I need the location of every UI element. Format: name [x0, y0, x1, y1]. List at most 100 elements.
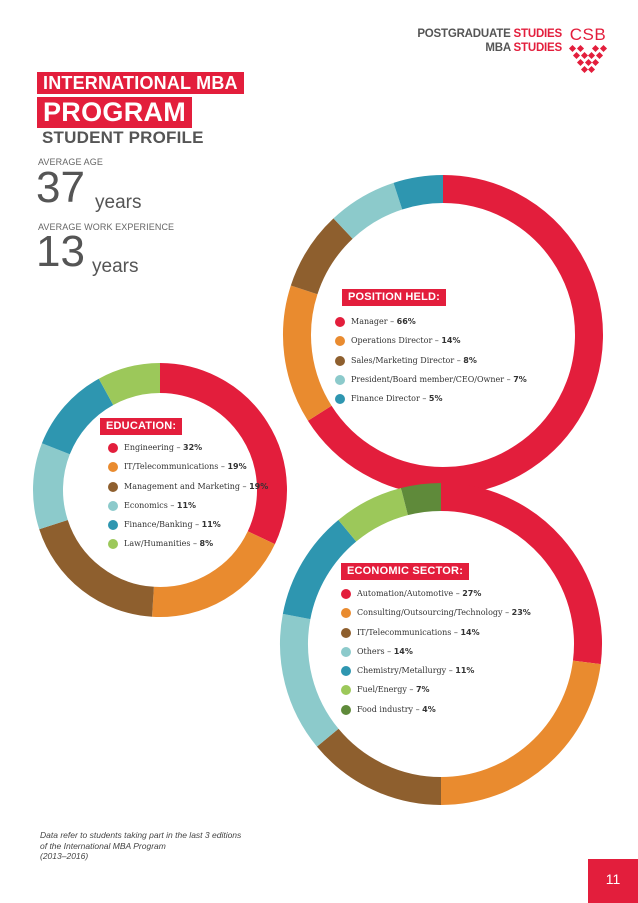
brand-line2-prefix: MBA: [485, 42, 511, 54]
legend-value: 11%: [201, 520, 221, 530]
legend-value: 7%: [415, 685, 430, 695]
legend-item-chemistry-metallurgy: Chemistry/Metallurgy – 11%: [341, 665, 531, 684]
donut-segment-sales-marketing-director: [290, 218, 353, 295]
title-line2: PROGRAM: [37, 97, 193, 128]
donut-segment-chemistry-metallurgy: [282, 519, 357, 620]
legend-swatch: [341, 646, 351, 657]
footnote-line2: of the International MBA Program: [40, 840, 166, 851]
donut-segment-food-industry: [400, 483, 442, 516]
legend-value: 11%: [455, 666, 475, 676]
legend-item-finance-banking: Finance/Banking – 11%: [108, 519, 268, 538]
footnote: Data refer to students taking part in th…: [40, 830, 290, 862]
legend-swatch: [341, 608, 351, 619]
legend-label: Manager –: [351, 317, 397, 326]
average-age-unit: years: [95, 192, 142, 213]
legend-item-others: Others – 14%: [341, 646, 531, 665]
legend-value: 32%: [183, 443, 203, 452]
legend-label: Fuel/Energy –: [357, 685, 416, 695]
average-experience-label: AVERAGE WORK EXPERIENCE: [38, 222, 175, 232]
legend-swatch: [335, 394, 345, 405]
donut-segment-president-board-member-ceo-owner: [333, 182, 403, 240]
legend-item-management-and-marketing: Management and Marketing – 19%: [108, 481, 268, 500]
legend-item-law-humanities: Law/Humanities – 8%: [108, 538, 268, 557]
legend-value: 8%: [463, 355, 477, 365]
legend-value: 7%: [513, 374, 527, 384]
donut-segment-operations-director: [283, 285, 332, 421]
legend-swatch: [108, 443, 118, 453]
legend-swatch: [108, 481, 118, 492]
legend-item-operations-director: Operations Director – 14%: [335, 335, 527, 354]
legend-item-it-telecommunications: IT/Telecommunications – 14%: [341, 627, 531, 646]
legend-label: Finance/Banking –: [124, 520, 202, 530]
legend-label: Engineering –: [124, 443, 184, 452]
legend-swatch: [341, 589, 351, 599]
legend-swatch: [335, 336, 345, 347]
legend-swatch: [341, 685, 351, 696]
position-title: POSITION HELD:: [342, 289, 447, 306]
brand-lines: POSTGRADUATE STUDIES MBA STUDIES: [417, 27, 562, 55]
brand-line1-prefix: POSTGRADUATE: [417, 28, 511, 40]
legend-item-automation-automotive: Automation/Automotive – 27%: [341, 588, 531, 607]
legend-label: Others –: [357, 646, 394, 656]
donut-segment-finance-banking: [41, 378, 114, 455]
legend-value: 19%: [249, 481, 269, 491]
donut-segment-finance-director: [393, 175, 444, 210]
legend-label: Management and Marketing –: [124, 481, 250, 491]
legend-swatch: [335, 374, 345, 385]
legend-label: Consulting/Outsourcing/Technology –: [357, 608, 512, 618]
donut-segment-fuel-energy: [338, 488, 409, 542]
donut-segment-consulting-outsourcing-technology: [440, 660, 601, 805]
logo-text: CSB: [569, 25, 607, 44]
legend-swatch: [335, 317, 345, 327]
education-legend: Engineering – 32% IT/Telecommunications –…: [108, 442, 268, 558]
legend-value: 14%: [441, 336, 461, 346]
legend-swatch: [108, 462, 118, 473]
legend-value: 4%: [422, 704, 436, 714]
donut-segment-management-and-marketing: [39, 519, 155, 617]
legend-item-consulting-outsourcing-technology: Consulting/Outsourcing/Technology – 23%: [341, 607, 531, 626]
average-experience-unit: years: [92, 256, 139, 277]
sector-title: ECONOMIC SECTOR:: [341, 563, 470, 580]
logo-heart-icon: [568, 44, 608, 74]
legend-label: IT/Telecommunications –: [124, 462, 228, 472]
average-experience-value: 13: [36, 227, 85, 276]
title-line3: STUDENT PROFILE: [42, 128, 204, 147]
legend-label: Operations Director –: [351, 336, 442, 346]
donut-segment-it-telecommunications: [152, 530, 275, 617]
donut-segment-engineering: [159, 363, 287, 545]
legend-label: Chemistry/Metallurgy –: [357, 666, 456, 676]
legend-item-economics: Economics – 11%: [108, 500, 268, 519]
legend-swatch: [341, 666, 351, 677]
donut-segment-others: [280, 613, 339, 747]
legend-value: 23%: [511, 608, 531, 618]
legend-value: 14%: [460, 627, 480, 637]
legend-value: 27%: [462, 589, 482, 598]
average-age-value: 37: [36, 163, 85, 212]
legend-value: 11%: [176, 500, 197, 510]
education-title: EDUCATION:: [100, 418, 183, 435]
legend-item-food-industry: Food industry – 4%: [341, 704, 531, 723]
position-legend: Manager – 66% Operations Director – 14% Sa…: [335, 316, 527, 412]
footnote-line1: Data refer to students taking part in th…: [40, 830, 242, 840]
legend-swatch: [108, 500, 118, 511]
sector-donut: [280, 483, 602, 805]
legend-swatch: [108, 520, 118, 531]
legend-value: 19%: [227, 462, 247, 472]
legend-item-sales-marketing-director: Sales/Marketing Director – 8%: [335, 355, 527, 374]
legend-label: Economics –: [124, 500, 177, 510]
legend-value: 66%: [396, 317, 416, 326]
legend-label: Food industry –: [357, 704, 423, 714]
legend-label: IT/Telecommunications –: [357, 627, 461, 637]
legend-label: Finance Director –: [351, 394, 429, 404]
footnote-line3: (2013–2016): [40, 851, 89, 861]
legend-value: 8%: [199, 539, 214, 549]
average-age-label: AVERAGE AGE: [38, 157, 103, 167]
legend-swatch: [341, 704, 351, 715]
legend-item-manager: Manager – 66%: [335, 316, 527, 335]
page-number: 11: [588, 859, 638, 903]
legend-swatch: [341, 627, 351, 638]
legend-swatch: [108, 539, 118, 550]
sector-legend: Automation/Automotive – 27% Consulting/Ou…: [341, 588, 531, 723]
brand-line2-accent: STUDIES: [513, 42, 563, 54]
